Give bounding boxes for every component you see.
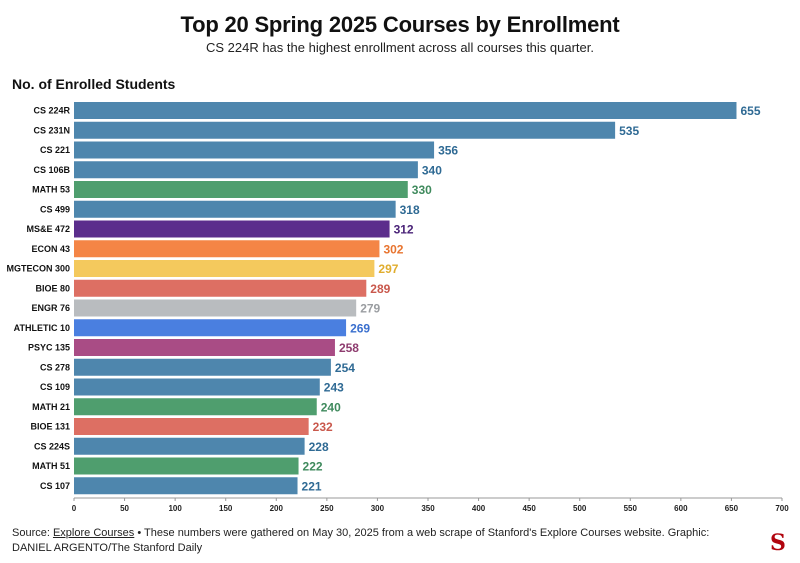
- category-label-17: CS 224S: [34, 441, 70, 451]
- chart-subtitle: CS 224R has the highest enrollment acros…: [205, 40, 595, 55]
- bar-10: [74, 299, 357, 317]
- x-tick-label-11: 550: [624, 504, 638, 513]
- value-label-0: 655: [740, 104, 760, 118]
- value-label-1: 535: [619, 124, 639, 138]
- value-label-14: 243: [324, 381, 344, 395]
- x-tick-label-1: 50: [120, 504, 129, 513]
- value-label-15: 240: [321, 400, 341, 414]
- bar-17: [74, 437, 305, 455]
- category-label-10: ENGR 76: [31, 303, 70, 313]
- category-label-18: MATH 51: [32, 461, 70, 471]
- bar-11: [74, 319, 347, 337]
- source-link[interactable]: Explore Courses: [52, 527, 135, 539]
- x-tick-label-12: 600: [674, 504, 688, 513]
- bar-1: [74, 121, 616, 139]
- bar-15: [74, 398, 317, 416]
- category-label-4: MATH 53: [32, 185, 70, 195]
- x-tick-label-14: 700: [775, 504, 789, 513]
- category-label-12: PSYC 135: [28, 343, 70, 353]
- value-label-13: 254: [335, 361, 355, 375]
- x-tick-label-3: 150: [219, 504, 233, 513]
- bar-0: [74, 102, 737, 119]
- x-tick-label-4: 200: [270, 504, 284, 513]
- x-tick-label-13: 650: [725, 504, 739, 513]
- bar-6: [74, 220, 390, 238]
- value-label-3: 340: [422, 163, 442, 177]
- bar-19: [74, 477, 298, 495]
- category-label-1: CS 231N: [33, 125, 70, 135]
- category-label-16: BIOE 131: [30, 422, 70, 432]
- value-label-18: 222: [303, 460, 323, 474]
- value-label-2: 356: [438, 144, 458, 158]
- category-label-3: CS 106B: [33, 165, 70, 175]
- bar-16: [74, 418, 309, 435]
- category-label-0: CS 224R: [33, 106, 70, 116]
- category-label-9: BIOE 80: [35, 283, 70, 293]
- x-tick-label-9: 450: [522, 504, 536, 513]
- source-prefix: Source:: [12, 527, 53, 539]
- x-tick-label-5: 250: [320, 504, 334, 513]
- value-label-16: 232: [313, 420, 333, 434]
- category-label-6: MS&E 472: [26, 224, 70, 234]
- category-label-5: CS 499: [40, 204, 70, 214]
- value-label-11: 269: [350, 321, 370, 335]
- category-label-13: CS 278: [40, 362, 70, 372]
- chart-title: Top 20 Spring 2025 Courses by Enrollment: [180, 12, 620, 37]
- bar-2: [74, 141, 435, 159]
- value-label-17: 228: [309, 440, 329, 454]
- footer-note: Source: Explore Courses • These numbers …: [12, 526, 742, 556]
- category-label-15: MATH 21: [32, 402, 70, 412]
- bar-14: [74, 378, 320, 396]
- x-tick-label-2: 100: [168, 504, 182, 513]
- value-label-6: 312: [394, 223, 414, 237]
- source-note: • These numbers were gathered on May 30,…: [12, 527, 710, 554]
- category-label-8: MGTECON 300: [6, 264, 70, 274]
- bar-3: [74, 161, 418, 179]
- x-tick-label-6: 300: [371, 504, 385, 513]
- value-label-9: 289: [370, 282, 390, 296]
- value-label-4: 330: [412, 183, 432, 197]
- x-tick-label-0: 0: [72, 504, 77, 513]
- value-label-12: 258: [339, 341, 359, 355]
- value-label-5: 318: [400, 203, 420, 217]
- bar-8: [74, 260, 375, 277]
- x-tick-label-8: 400: [472, 504, 486, 513]
- stanford-daily-logo: S: [770, 530, 786, 556]
- bar-7: [74, 240, 380, 258]
- value-label-19: 221: [302, 479, 322, 493]
- x-tick-label-7: 350: [421, 504, 435, 513]
- bar-9: [74, 279, 367, 297]
- bar-13: [74, 358, 331, 376]
- category-label-11: ATHLETIC 10: [14, 323, 70, 333]
- bar-4: [74, 181, 408, 198]
- bar-12: [74, 339, 335, 356]
- value-label-7: 302: [383, 242, 403, 256]
- category-label-2: CS 221: [40, 145, 70, 155]
- bar-chart: CS 224R 655 CS 231N 535 CS 221 356 CS 106B 340 M…: [6, 102, 789, 513]
- category-label-19: CS 107: [40, 481, 70, 491]
- bar-5: [74, 200, 396, 218]
- y-axis-label: No. of Enrolled Students: [12, 76, 176, 92]
- category-label-7: ECON 43: [31, 244, 70, 254]
- value-label-8: 297: [378, 262, 398, 276]
- x-tick-label-10: 500: [573, 504, 587, 513]
- bar-18: [74, 457, 299, 475]
- category-label-14: CS 109: [40, 382, 70, 392]
- value-label-10: 279: [360, 302, 380, 316]
